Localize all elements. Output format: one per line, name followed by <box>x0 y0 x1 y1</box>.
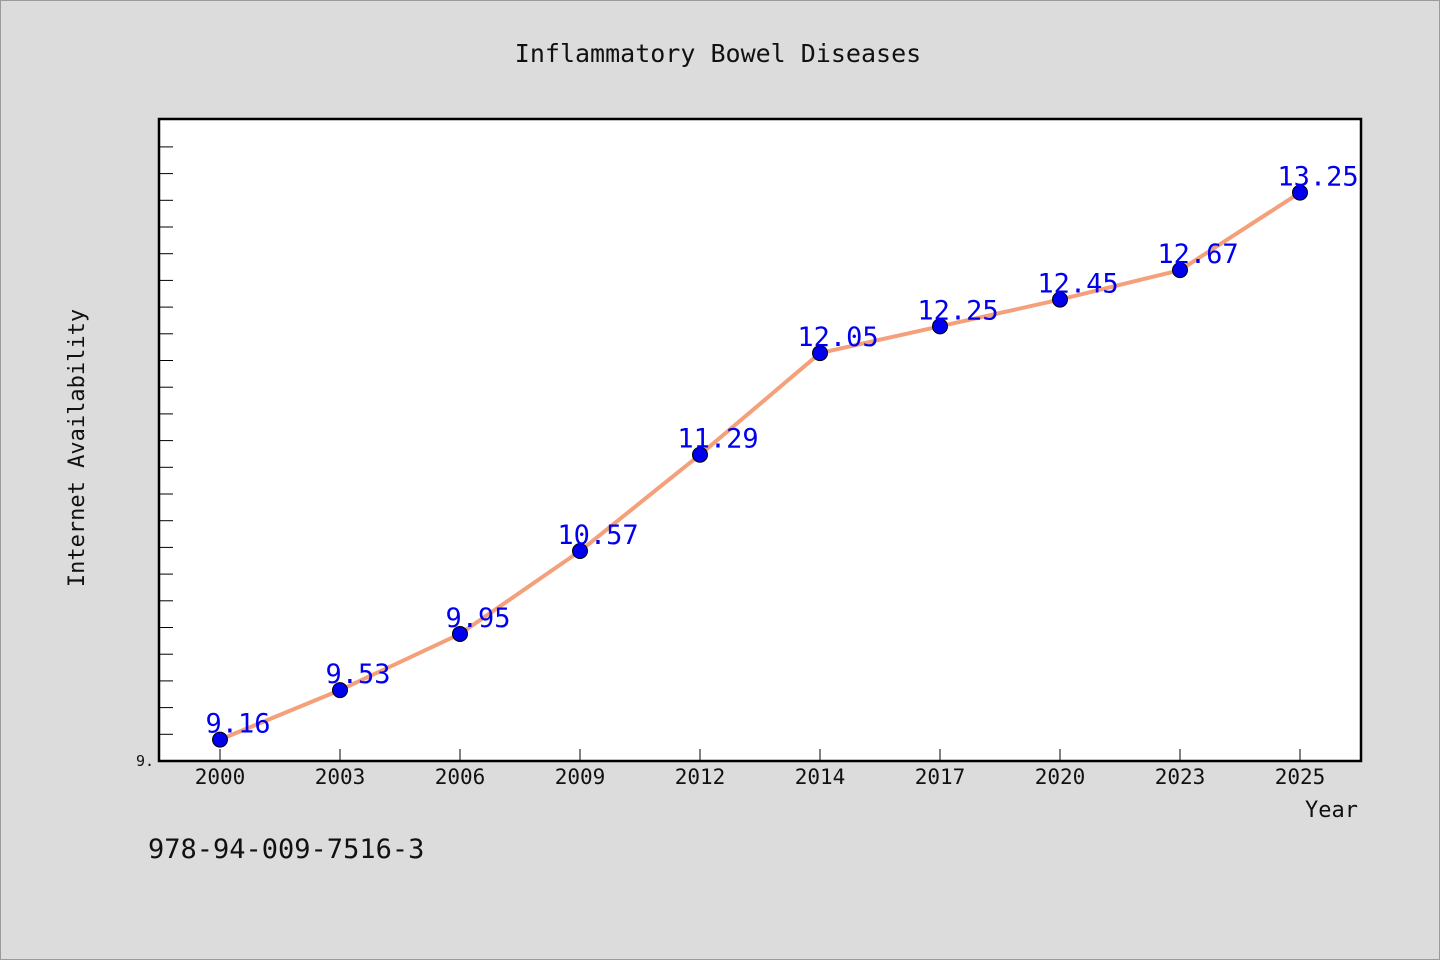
x-tick-label: 2014 <box>795 765 846 789</box>
data-label: 13.25 <box>1277 162 1358 193</box>
data-point <box>692 446 708 463</box>
plot-area <box>157 117 1363 763</box>
data-label: 12.25 <box>917 295 998 326</box>
x-tick-label: 2020 <box>1035 765 1086 789</box>
y-tick-label: 9. <box>136 752 154 770</box>
x-axis-labels: 2000 2003 2006 2009 2012 2014 2017 2020 2023 2025 <box>195 765 1326 789</box>
isbn-label: 978-94-009-7516-3 <box>148 834 425 865</box>
data-point <box>812 345 828 362</box>
x-tick-label: 2006 <box>435 765 486 789</box>
data-point <box>1172 262 1188 279</box>
data-label: 12.45 <box>1037 269 1118 300</box>
series-group: 9.16 9.53 9.95 10.57 11.29 12.05 12.25 12.45 12.… <box>205 162 1359 748</box>
x-tick-label: 2025 <box>1275 765 1326 789</box>
data-label: 12.05 <box>797 322 878 353</box>
data-point <box>572 543 588 560</box>
x-tick-label: 2017 <box>915 765 966 789</box>
data-point <box>332 682 348 699</box>
y-axis-title: Internet Availability <box>65 309 90 587</box>
data-point <box>452 625 468 642</box>
data-point <box>1052 291 1068 308</box>
x-tick-label: 2003 <box>315 765 366 789</box>
x-tick-label: 2023 <box>1155 765 1206 789</box>
x-axis-title: Year <box>1305 798 1358 823</box>
data-label: 12.67 <box>1157 239 1238 270</box>
chart-title: Inflammatory Bowel Diseases <box>515 39 921 68</box>
data-label: 9.53 <box>325 659 390 690</box>
data-point <box>1292 184 1308 201</box>
data-point <box>932 318 948 335</box>
y-axis-ticks <box>159 146 173 735</box>
data-label: 10.57 <box>557 520 638 551</box>
x-tick-label: 2012 <box>675 765 726 789</box>
x-tick-label: 2000 <box>195 765 246 789</box>
x-tick-label: 2009 <box>555 765 606 789</box>
x-axis-ticks <box>219 749 1301 761</box>
data-label: 9.16 <box>205 709 270 740</box>
data-label: 9.95 <box>445 603 510 634</box>
data-point <box>212 731 228 748</box>
data-label: 11.29 <box>677 424 758 455</box>
series-line <box>218 190 1302 742</box>
